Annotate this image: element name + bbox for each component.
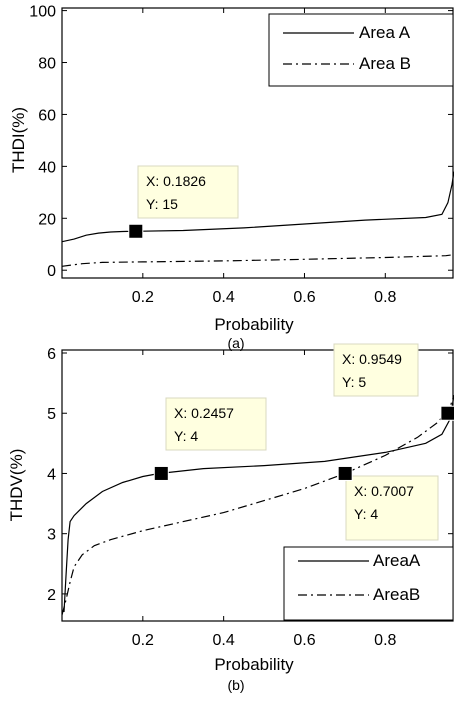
data-tip-marker bbox=[440, 405, 454, 421]
data-tip-marker bbox=[128, 223, 144, 239]
data-tip: X: 0.1826 Y: 15 bbox=[128, 165, 239, 239]
series-line-areaa bbox=[63, 395, 454, 613]
y-tick-label: 2 bbox=[47, 587, 56, 604]
panel-caption: (b) bbox=[227, 677, 244, 693]
x-tick-label: 0.6 bbox=[293, 289, 315, 306]
data-tip: X: 0.2457 Y: 4 bbox=[153, 397, 267, 481]
y-tick-label: 4 bbox=[47, 466, 56, 483]
legend-label: Area B bbox=[359, 54, 411, 73]
y-tick-label: 80 bbox=[38, 56, 56, 73]
data-tip-box bbox=[345, 475, 439, 541]
data-tip-marker bbox=[153, 465, 169, 481]
y-tick-label: 5 bbox=[47, 406, 56, 423]
data-tip-marker bbox=[337, 465, 353, 481]
legend-label: Area A bbox=[359, 23, 411, 42]
y-tick-label: 20 bbox=[38, 211, 56, 228]
x-tick-label: 0.2 bbox=[132, 289, 154, 306]
chart-panel-a: 0.2 0.4 0.6 0.8 0 20 40 60 80 100 Probability THDI(… bbox=[9, 4, 454, 351]
y-tick-label: 60 bbox=[38, 107, 56, 124]
y-axis-label: THDI(%) bbox=[9, 107, 28, 173]
data-tip-y: Y: 4 bbox=[174, 428, 198, 444]
series-line-area-b bbox=[62, 254, 454, 267]
legend-label: AreaB bbox=[373, 585, 420, 604]
data-tip-y: Y: 15 bbox=[146, 196, 178, 212]
x-tick-label: 0.8 bbox=[374, 289, 396, 306]
x-tick-label: 0.2 bbox=[132, 632, 154, 649]
legend-box bbox=[268, 13, 454, 87]
chart-panel-b: 0.2 0.4 0.6 0.8 2 3 4 5 6 Probability THDV(%) (b) Ar… bbox=[7, 343, 454, 693]
x-axis-label: Probability bbox=[214, 655, 294, 674]
y-tick-label: 0 bbox=[47, 263, 56, 280]
x-tick-label: 0.6 bbox=[293, 632, 315, 649]
series-line-areab bbox=[62, 395, 454, 616]
data-tip-box bbox=[165, 397, 267, 451]
y-tick-label: 3 bbox=[47, 527, 56, 544]
data-tip-y: Y: 4 bbox=[354, 506, 378, 522]
data-tip: X: 0.7007 Y: 4 bbox=[337, 465, 439, 541]
plot-frame bbox=[61, 7, 454, 279]
data-tip: X: 0.9549 Y: 5 bbox=[333, 343, 454, 421]
y-axis-label: THDV(%) bbox=[7, 449, 26, 522]
y-tick-label: 6 bbox=[47, 346, 56, 363]
legend: Area A Area B bbox=[268, 13, 454, 87]
data-tip-x: X: 0.2457 bbox=[174, 405, 234, 421]
panel-caption: (a) bbox=[227, 335, 244, 351]
data-tip-box bbox=[137, 165, 239, 219]
legend-box bbox=[283, 546, 454, 621]
legend: AreaA AreaB bbox=[283, 546, 454, 621]
data-tip-x: X: 0.1826 bbox=[146, 173, 206, 189]
data-tip-x: X: 0.7007 bbox=[354, 483, 414, 499]
legend-label: AreaA bbox=[373, 551, 421, 570]
plot-frame bbox=[61, 349, 454, 622]
y-tick-label: 40 bbox=[38, 159, 56, 176]
data-tip-y: Y: 5 bbox=[342, 374, 366, 390]
y-tick-label: 100 bbox=[29, 4, 56, 21]
x-axis-label: Probability bbox=[214, 315, 294, 334]
x-tick-label: 0.8 bbox=[374, 632, 396, 649]
data-tip-x: X: 0.9549 bbox=[342, 351, 402, 367]
x-tick-label: 0.4 bbox=[213, 289, 235, 306]
x-tick-label: 0.4 bbox=[213, 632, 235, 649]
series-line-area-a bbox=[62, 171, 454, 243]
data-tip-box bbox=[333, 343, 419, 397]
